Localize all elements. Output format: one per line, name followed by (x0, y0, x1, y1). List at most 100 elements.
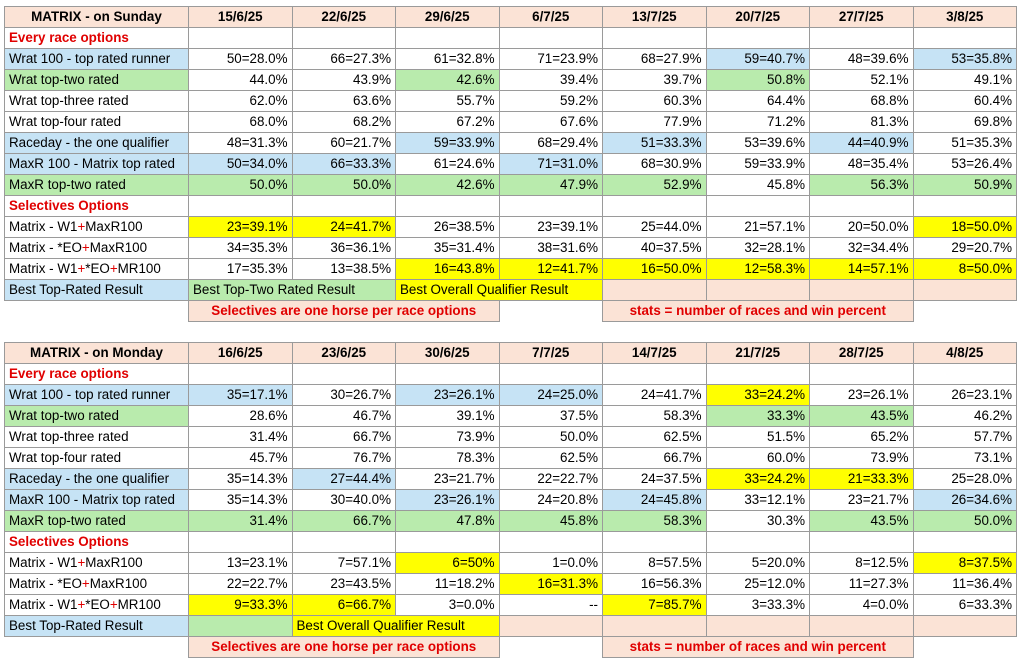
sunday-matrix-table: MATRIX - on Sunday 15/6/25 22/6/25 29/6/25 6… (4, 6, 1017, 322)
empty-cell (188, 27, 293, 49)
value-cell: 24=41.7% (291, 216, 396, 238)
value-cell: 71.2% (705, 111, 810, 133)
value-cell: 47.8% (395, 510, 500, 532)
empty-cell (395, 531, 500, 553)
value-cell: 35=14.3% (188, 489, 293, 511)
empty-cell (188, 195, 293, 217)
row-label: Matrix - W1+MaxR100 (4, 552, 189, 574)
empty-cell (912, 195, 1017, 217)
empty-cell (291, 363, 396, 385)
value-cell: 73.9% (809, 447, 914, 469)
label-part: MaxR100 (89, 240, 148, 255)
legend-best-overall: Best Overall Qualifier Result (395, 279, 603, 301)
value-cell: 23=26.1% (395, 384, 500, 406)
value-cell: 24=20.8% (498, 489, 603, 511)
label-part: Matrix - *EO (9, 576, 82, 591)
empty-cell (809, 279, 914, 301)
value-cell: 39.7% (602, 69, 707, 91)
date-header: 21/7/25 (705, 342, 810, 364)
row-label: MaxR 100 - Matrix top rated (4, 153, 189, 175)
table-row: Wrat top-three rated 31.4% 66.7% 73.9% 50.0%… (4, 426, 1017, 448)
value-cell: 60=21.7% (291, 132, 396, 154)
label-part: MR100 (117, 597, 161, 612)
value-cell: 65.2% (809, 426, 914, 448)
empty-cell (809, 363, 914, 385)
date-header: 6/7/25 (498, 6, 603, 28)
value-cell: 26=38.5% (395, 216, 500, 238)
value-cell: 8=57.5% (602, 552, 707, 574)
value-cell: 52.1% (809, 69, 914, 91)
value-cell: 12=58.3% (705, 258, 810, 280)
empty-cell (809, 531, 914, 553)
value-cell: 76.7% (291, 447, 396, 469)
table-row: Matrix - W1+MaxR100 23=39.1% 24=41.7% 26=38… (4, 216, 1017, 238)
value-cell: 16=50.0% (602, 258, 707, 280)
table-row: Wrat top-four rated 68.0% 68.2% 67.2% 67.6% 7… (4, 111, 1017, 133)
legend-best-top-rated: Best Top-Rated Result (4, 615, 189, 637)
empty-cell (602, 27, 707, 49)
label-part: + (81, 240, 90, 255)
value-cell: 68.2% (291, 111, 396, 133)
table-row: Wrat top-four rated 45.7% 76.7% 78.3% 62.5% 6… (4, 447, 1017, 469)
table-title: MATRIX - on Monday (4, 342, 189, 364)
value-cell: 81.3% (809, 111, 914, 133)
table-row: Matrix - W1+MaxR100 13=23.1% 7=57.1% 6=50% 1… (4, 552, 1017, 574)
value-cell: 42.6% (395, 174, 500, 196)
value-cell: 39.1% (395, 405, 500, 427)
label-part: Matrix - W1 (9, 597, 78, 612)
empty-cell (395, 195, 500, 217)
value-cell: 50=28.0% (188, 48, 293, 70)
label-part: *EO (85, 597, 110, 612)
value-cell: 32=34.4% (809, 237, 914, 259)
value-cell: 23=39.1% (188, 216, 293, 238)
label-part: + (109, 261, 118, 276)
empty-cell (913, 636, 1017, 658)
notes-row: Selectives are one horse per race option… (4, 636, 1017, 658)
legend-best-overall: Best Overall Qualifier Result (291, 615, 500, 637)
legend-swatch-green (188, 615, 293, 637)
empty-cell (291, 195, 396, 217)
value-cell: 62.5% (498, 447, 603, 469)
empty-cell (499, 636, 603, 658)
date-header: 20/7/25 (705, 6, 810, 28)
empty-cell (705, 195, 810, 217)
table-row: Matrix - *EO+MaxR100 34=35.3% 36=36.1% 35=3… (4, 237, 1017, 259)
empty-cell (188, 531, 293, 553)
label-part: + (77, 261, 86, 276)
value-cell: 71=31.0% (498, 153, 603, 175)
legend-best-top-rated: Best Top-Rated Result (4, 279, 189, 301)
value-cell: 47.9% (498, 174, 603, 196)
value-cell: 22=22.7% (498, 468, 603, 490)
value-cell: 50.0% (912, 510, 1017, 532)
value-cell: 16=43.8% (395, 258, 500, 280)
row-label: Matrix - W1+*EO+MR100 (4, 594, 189, 616)
table-row: Raceday - the one qualifier 35=14.3% 27=44… (4, 468, 1017, 490)
empty-cell (602, 279, 707, 301)
value-cell: 45.8% (705, 174, 810, 196)
value-cell: 43.5% (809, 510, 914, 532)
table-row: Raceday - the one qualifier 48=31.3% 60=21… (4, 132, 1017, 154)
value-cell: 36=36.1% (291, 237, 396, 259)
value-cell: 59.2% (498, 90, 603, 112)
value-cell: 51.5% (705, 426, 810, 448)
value-cell: 33.3% (705, 405, 810, 427)
note-stats: stats = number of races and win percent (602, 300, 914, 322)
value-cell: 46.7% (291, 405, 396, 427)
value-cell: 23=21.7% (809, 489, 914, 511)
value-cell: 26=23.1% (912, 384, 1017, 406)
empty-cell (291, 531, 396, 553)
table-row: Matrix - W1+*EO+MR100 9=33.3% 6=66.7% 3=0.0… (4, 594, 1017, 616)
value-cell: 18=50.0% (912, 216, 1017, 238)
value-cell: 26=34.6% (912, 489, 1017, 511)
value-cell: 16=56.3% (602, 573, 707, 595)
value-cell: 21=33.3% (809, 468, 914, 490)
value-cell: 20=50.0% (809, 216, 914, 238)
value-cell: 44=40.9% (809, 132, 914, 154)
date-header: 29/6/25 (395, 6, 500, 28)
empty-cell (602, 363, 707, 385)
value-cell: 11=27.3% (809, 573, 914, 595)
value-cell: 7=85.7% (602, 594, 707, 616)
date-header: 30/6/25 (395, 342, 500, 364)
value-cell: 11=36.4% (912, 573, 1017, 595)
row-label: MaxR top-two rated (4, 510, 189, 532)
